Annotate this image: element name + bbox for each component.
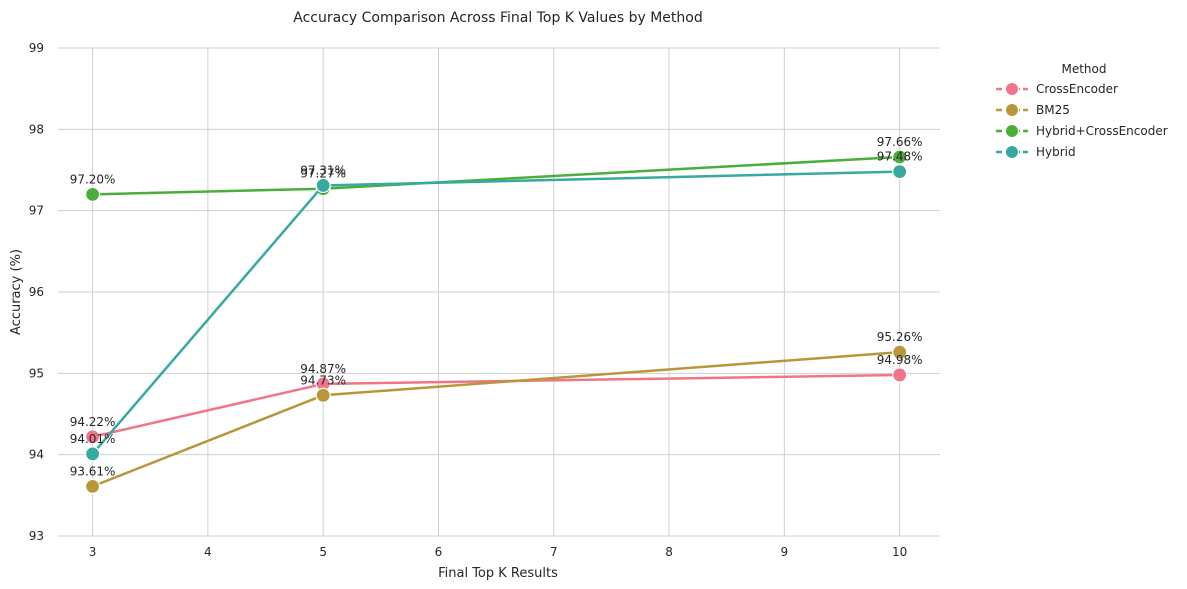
grid-layer xyxy=(58,47,940,537)
data-label-hybrid-10: 97.48% xyxy=(877,150,923,164)
x-tick-label-4: 4 xyxy=(204,545,212,559)
y-axis-label: Accuracy (%) xyxy=(9,249,24,335)
labels-layer: 94.22% 94.87% 94.98% 93.61% 94.73% 95.26% 97.2… xyxy=(70,135,923,478)
data-label-bm25-10: 95.26% xyxy=(877,330,923,344)
legend-marker-hybrid-crossencoder xyxy=(1005,124,1019,138)
x-tick-label-7: 7 xyxy=(550,545,558,559)
y-tick-label-93: 93 xyxy=(29,529,44,543)
y-tick-label-99: 99 xyxy=(29,41,44,55)
legend-marker-bm25 xyxy=(1005,103,1019,117)
point-crossencoder-3 xyxy=(84,429,101,445)
x-tick-label-5: 5 xyxy=(319,545,327,559)
point-hybrid-10 xyxy=(892,164,908,180)
data-label-crossencoder-5: 94.87% xyxy=(300,362,346,376)
x-tick-label-6: 6 xyxy=(435,545,443,559)
legend-label-hybrid-crossencoder: Hybrid+CrossEncoder xyxy=(1036,124,1168,138)
legend-marker-hybrid xyxy=(1005,145,1019,159)
series-line-crossencoder xyxy=(91,373,901,439)
data-label-crossencoder-10: 94.98% xyxy=(877,353,923,367)
series-layer xyxy=(84,149,908,494)
legend-marker-crossencoder xyxy=(1005,82,1019,96)
y-tick-label-94: 94 xyxy=(29,448,44,462)
data-label-crossencoder-3: 94.22% xyxy=(70,415,116,429)
data-label-hybrid-crossencoder-3: 97.20% xyxy=(70,172,116,186)
legend-label-crossencoder: CrossEncoder xyxy=(1036,82,1118,96)
legend-label-bm25: BM25 xyxy=(1036,103,1070,117)
point-hybrid-crossencoder-10 xyxy=(892,149,908,165)
x-tick-label-3: 3 xyxy=(89,545,97,559)
x-tick-label-10: 10 xyxy=(892,545,907,559)
x-tick-label-8: 8 xyxy=(665,545,673,559)
series-line-hybrid xyxy=(91,170,901,456)
legend-title: Method xyxy=(1061,62,1106,76)
data-label-bm25-5: 94.73% xyxy=(300,373,346,387)
data-label-bm25-3: 93.61% xyxy=(70,464,116,478)
series-line-bm25 xyxy=(91,350,901,488)
data-label-hybrid-crossencoder-10: 97.66% xyxy=(877,135,923,149)
point-crossencoder-10 xyxy=(892,367,908,383)
point-hybrid-3 xyxy=(84,446,101,462)
data-label-hybrid-3: 94.01% xyxy=(70,432,116,446)
legend: Method CrossEncoder BM25 Hybrid+CrossEncod… xyxy=(996,62,1168,159)
point-bm25-3 xyxy=(84,478,101,494)
y-tick-label-97: 97 xyxy=(29,204,44,218)
data-label-hybrid-crossencoder-5: 97.27% xyxy=(300,167,346,181)
y-tick-label-98: 98 xyxy=(29,122,44,136)
point-hybrid-5 xyxy=(315,177,331,194)
y-tick-label-96: 96 xyxy=(29,285,44,299)
legend-label-hybrid: Hybrid xyxy=(1036,145,1076,159)
point-bm25-5 xyxy=(315,387,331,403)
x-axis-label: Final Top K Results xyxy=(438,566,558,581)
point-bm25-10 xyxy=(892,344,908,360)
data-label-hybrid-5: 97.31% xyxy=(300,163,346,177)
y-tick-label-95: 95 xyxy=(29,366,44,380)
chart-title: Accuracy Comparison Across Final Top K V… xyxy=(293,10,702,26)
axis-layer: 3 4 5 6 7 8 9 10 93 94 95 96 97 98 99 xyxy=(29,41,908,559)
legend-items: CrossEncoder BM25 Hybrid+CrossEncoder Hybri… xyxy=(996,82,1168,159)
point-hybrid-crossencoder-3 xyxy=(84,186,101,202)
x-tick-label-9: 9 xyxy=(781,545,789,559)
